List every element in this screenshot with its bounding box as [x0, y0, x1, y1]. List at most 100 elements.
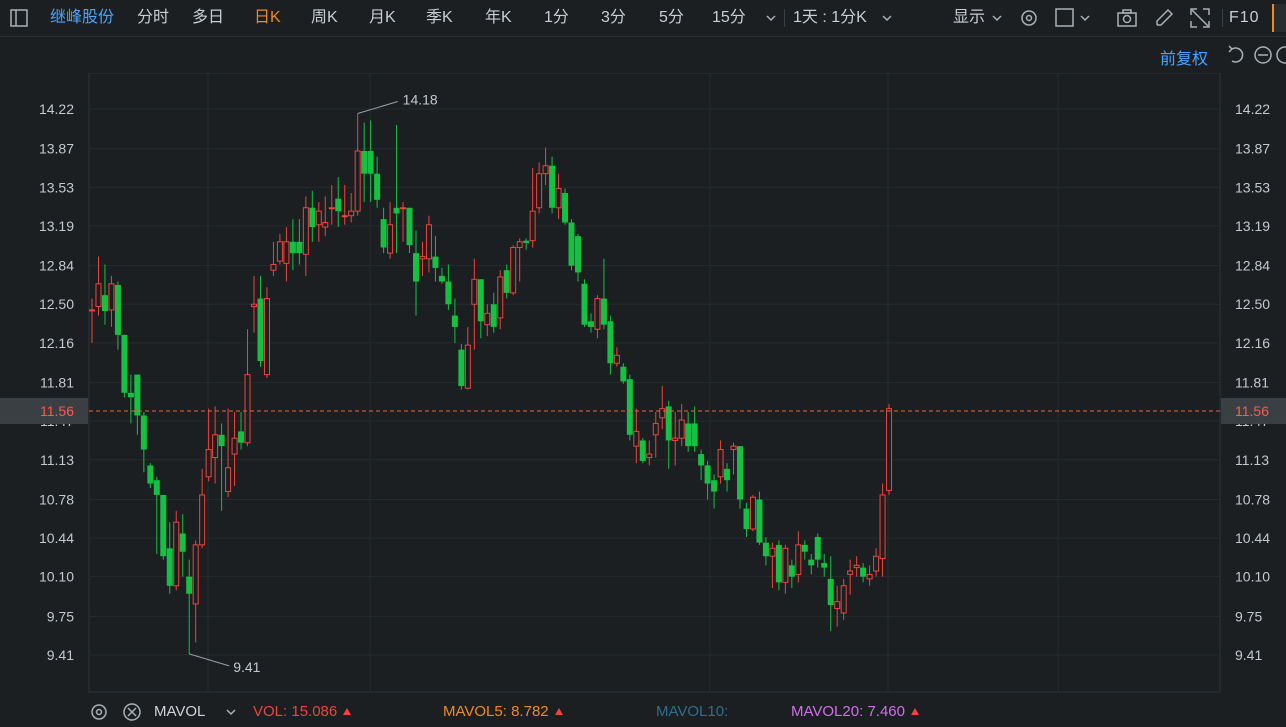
candle-body	[179, 533, 186, 552]
candle-body	[562, 193, 569, 223]
current-price-label-right: 11.56	[1235, 403, 1269, 419]
candle-body	[497, 276, 504, 319]
gear-icon[interactable]	[88, 702, 110, 722]
candle-body	[95, 283, 102, 308]
candle-body	[568, 222, 575, 266]
candle-body	[387, 224, 394, 254]
chevron-down-icon[interactable]	[990, 8, 1004, 28]
y-tick-label-right: 12.84	[1235, 258, 1270, 274]
y-tick-label-left: 11.81	[40, 375, 74, 391]
y-tick-label-left: 13.53	[39, 179, 74, 195]
interval-selector[interactable]: 1天 : 1分K	[793, 9, 867, 26]
zoom-out-icon[interactable]	[1252, 45, 1274, 65]
mavol20-value: 7.460	[867, 703, 905, 720]
y-tick-label-left: 10.44	[39, 530, 74, 546]
tab-daily-k[interactable]: 日K	[254, 9, 281, 26]
y-tick-label-right: 9.75	[1235, 608, 1262, 624]
candle-body	[782, 547, 789, 583]
tab-1min[interactable]: 1分	[544, 9, 569, 26]
low-annotation-leader	[189, 653, 230, 667]
candle-body	[322, 222, 329, 228]
candle-body	[730, 445, 737, 451]
candle-body	[665, 406, 672, 441]
candle-body	[503, 270, 510, 293]
candlestick-chart[interactable]: 14.22 14.22 13.87 13.87 13.53 13.53 13.19 13.19…	[0, 73, 1286, 695]
tab-monthly-k[interactable]: 月K	[369, 9, 396, 26]
candle-body	[542, 165, 549, 175]
vol-readout: VOL: 15.086	[253, 703, 352, 720]
candle-body	[257, 298, 264, 361]
candle-body	[438, 275, 445, 282]
expand-icon[interactable]	[1189, 8, 1211, 28]
tab-multi-day[interactable]: 多日	[192, 9, 225, 26]
candle-body	[134, 374, 141, 416]
undo-icon[interactable]	[1226, 45, 1248, 65]
candle-body	[451, 315, 458, 327]
candle-body	[743, 508, 750, 529]
tab-15min[interactable]: 15分	[712, 9, 746, 26]
close-icon[interactable]	[121, 702, 143, 722]
candle-body	[477, 279, 484, 322]
candle-body	[633, 430, 640, 447]
tab-weekly-k[interactable]: 周K	[311, 9, 338, 26]
y-tick-label-left: 14.22	[39, 101, 74, 117]
candle-body	[89, 309, 95, 312]
candle-body	[516, 241, 523, 248]
adjust-mode-button[interactable]: 前复权	[1159, 51, 1208, 68]
candle-body	[153, 480, 160, 495]
candle-body	[108, 283, 115, 311]
candle-body	[458, 349, 465, 386]
candle-body	[374, 173, 381, 200]
tab-intraday[interactable]: 分时	[137, 9, 170, 26]
tab-5min[interactable]: 5分	[659, 9, 684, 26]
chevron-down-icon[interactable]	[224, 702, 238, 722]
tab-quarterly-k[interactable]: 季K	[426, 9, 453, 26]
y-tick-label-right: 13.19	[1235, 218, 1270, 234]
candle-body	[581, 283, 588, 325]
candle-body	[225, 467, 232, 493]
chevron-down-icon[interactable]	[1078, 8, 1092, 28]
y-tick-label-right: 12.16	[1235, 335, 1270, 351]
stock-name-label[interactable]: 继峰股份	[50, 9, 115, 26]
candle-body	[769, 547, 776, 557]
y-tick-label-left: 12.84	[39, 258, 74, 274]
candle-body	[821, 563, 828, 568]
candle-body	[199, 494, 206, 546]
candle-body	[587, 321, 594, 327]
y-tick-label-left: 10.78	[39, 491, 74, 507]
tab-3min[interactable]: 3分	[601, 9, 626, 26]
toolbar-divider	[784, 9, 785, 27]
side-panel-tab[interactable]	[1272, 4, 1286, 32]
camera-icon[interactable]	[1116, 8, 1138, 28]
y-tick-label-left: 13.87	[39, 141, 74, 157]
zoom-in-icon[interactable]	[1274, 45, 1286, 65]
high-annotation: 14.18	[403, 92, 438, 108]
candle-body	[613, 354, 620, 364]
chevron-down-icon[interactable]	[764, 8, 778, 28]
y-tick-label-right: 10.78	[1235, 491, 1270, 507]
candle-body	[775, 544, 782, 583]
candle-body	[406, 207, 413, 246]
candle-body	[626, 379, 633, 435]
chevron-down-icon[interactable]	[880, 8, 894, 28]
y-tick-label-left: 9.41	[47, 647, 74, 663]
candle-body	[114, 284, 121, 335]
display-menu[interactable]: 显示	[953, 9, 986, 26]
candle-body	[380, 219, 387, 248]
checkbox-icon[interactable]	[1054, 8, 1076, 28]
candle-body	[879, 494, 886, 560]
pencil-icon[interactable]	[1153, 8, 1175, 28]
candle-body	[101, 295, 108, 312]
candle-body	[244, 374, 251, 444]
candle-body	[646, 453, 653, 458]
candle-body	[659, 408, 666, 419]
f10-button[interactable]: F10	[1229, 9, 1260, 26]
y-tick-label-right: 9.41	[1235, 647, 1262, 663]
indicator-name[interactable]: MAVOL	[154, 703, 206, 720]
gear-icon[interactable]	[1018, 8, 1040, 28]
candle-body	[186, 576, 193, 594]
candle-body	[866, 573, 873, 580]
top-toolbar: 继峰股份 分时 多日 日K 周K 月K 季K 年K 1分 3分 5分 15分 1…	[0, 0, 1286, 37]
sidebar-toggle-icon[interactable]	[8, 8, 30, 28]
tab-yearly-k[interactable]: 年K	[485, 9, 512, 26]
